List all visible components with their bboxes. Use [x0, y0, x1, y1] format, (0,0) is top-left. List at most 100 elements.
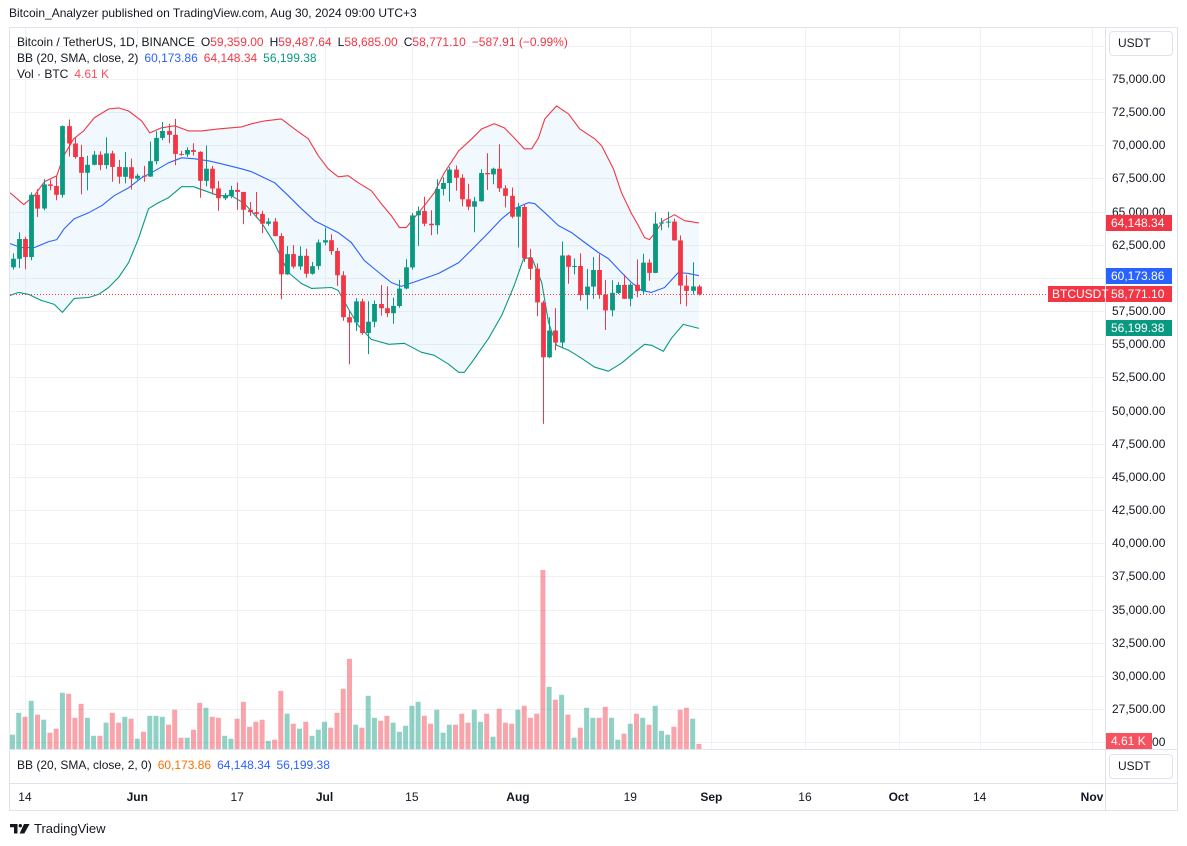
volume-bar — [428, 723, 434, 749]
candle — [441, 177, 446, 196]
currency-selector-main[interactable]: USDT — [1109, 31, 1173, 56]
volume-bar — [484, 713, 490, 749]
candle — [491, 167, 496, 185]
price-axis-divider — [1105, 28, 1106, 810]
volume-bar — [53, 728, 59, 749]
candle — [54, 175, 59, 201]
candle — [391, 297, 396, 324]
candle-body — [491, 168, 496, 175]
volume-bar — [141, 731, 146, 749]
candle — [142, 165, 147, 182]
time-axis[interactable] — [10, 784, 1105, 809]
volume-bar — [621, 733, 627, 749]
volume-bars — [10, 570, 702, 749]
currency-selector-bb-pane[interactable]: USDT — [1109, 754, 1173, 779]
volume-bar — [540, 570, 546, 749]
price-tick-label: 75,000.00 — [1112, 71, 1166, 86]
volume-bar — [690, 718, 696, 749]
candle — [260, 210, 265, 234]
volume-bar — [103, 722, 109, 749]
volume-bar — [159, 716, 165, 749]
candle — [410, 213, 415, 270]
volume-bar — [153, 715, 159, 749]
candle — [298, 246, 303, 270]
time-axis-label: Aug — [506, 790, 530, 804]
price-tick-label: 45,000.00 — [1112, 469, 1166, 484]
volume-bar — [78, 703, 84, 749]
candle — [460, 174, 465, 207]
volume-bar — [434, 709, 440, 749]
bb-upper-marker: 64,148.34 — [1106, 214, 1172, 231]
candle — [173, 118, 178, 166]
volume-bar — [696, 744, 702, 749]
candle-body — [472, 201, 477, 207]
candle-body — [329, 240, 334, 252]
candle-body — [23, 239, 28, 257]
volume-bar — [546, 686, 552, 749]
candle-body — [610, 292, 615, 311]
candle-body — [129, 167, 134, 179]
pane-divider[interactable] — [10, 749, 1177, 750]
candle — [466, 183, 471, 211]
time-axis-label: 16 — [798, 790, 812, 804]
candle-body — [404, 267, 409, 289]
candle — [447, 166, 452, 202]
candle-body — [572, 266, 577, 267]
candle-body — [273, 221, 278, 237]
candle-body — [11, 258, 16, 268]
candle — [354, 298, 359, 331]
volume-bar — [315, 729, 321, 749]
candle — [73, 137, 78, 159]
candle — [129, 158, 134, 190]
time-axis-label: 14 — [18, 790, 32, 804]
volume-bar — [503, 722, 508, 749]
time-axis-divider — [10, 783, 1177, 784]
candle — [235, 182, 240, 210]
volume-bar — [122, 716, 128, 749]
candlesticks — [11, 118, 702, 424]
time-axis-label: 15 — [405, 790, 419, 804]
volume-bar — [284, 713, 290, 749]
volume-bar — [215, 717, 221, 749]
candle — [185, 147, 190, 157]
volume-bar — [509, 723, 515, 749]
candle — [566, 254, 571, 284]
candle-body — [647, 262, 652, 273]
candle — [310, 262, 315, 275]
candle — [304, 248, 309, 278]
candle-body — [597, 270, 602, 295]
legend-bb-upper: 64,148.34 — [203, 51, 258, 65]
candle — [316, 239, 321, 270]
price-tick-label: 62,500.00 — [1112, 237, 1166, 252]
main-chart-pane[interactable] — [10, 28, 1105, 749]
candle-body — [260, 213, 265, 224]
volume-bar — [677, 709, 683, 749]
candle — [422, 196, 427, 227]
tradingview-logo-link[interactable]: TradingView — [10, 821, 106, 836]
volume-bar — [22, 716, 28, 749]
price-tick-label: 42,500.00 — [1112, 503, 1166, 518]
legend-volume-title[interactable]: Vol · BTC — [17, 67, 69, 81]
bb-pane-title[interactable]: BB (20, SMA, close, 2, 0) — [17, 758, 152, 772]
candle-body — [123, 167, 128, 177]
price-tick-label: 27,500.00 — [1112, 702, 1166, 717]
legend-bb-title[interactable]: BB (20, SMA, close, 2) — [17, 51, 139, 65]
bb-pane-value-3: 56,199.38 — [276, 758, 330, 772]
candle — [198, 151, 203, 198]
volume-bar — [228, 738, 234, 749]
volume-bar — [353, 724, 359, 749]
candle — [528, 248, 533, 280]
volume-bar — [297, 728, 302, 749]
low-value: 58,685.00 — [344, 35, 398, 49]
publisher-line: Bitcoin_Analyzer published on TradingVie… — [9, 6, 417, 20]
candle — [472, 196, 477, 233]
price-tick-label: 32,500.00 — [1112, 635, 1166, 650]
legend-symbol-title[interactable]: Bitcoin / TetherUS, 1D, BINANCE — [17, 35, 195, 49]
volume-bar — [659, 730, 664, 749]
volume-bar — [415, 701, 421, 749]
volume-bar — [478, 721, 483, 749]
volume-bar — [465, 722, 471, 749]
bb-lower-marker: 56,199.38 — [1106, 320, 1172, 337]
volume-bar — [396, 731, 402, 749]
bollinger-band-fill — [10, 105, 699, 373]
